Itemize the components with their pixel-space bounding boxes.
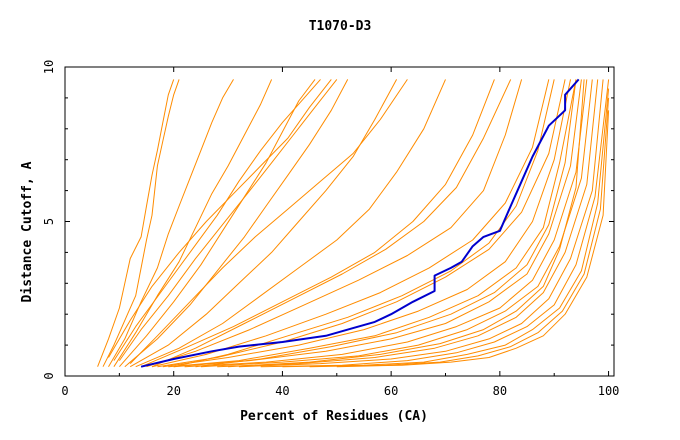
series-line-30 xyxy=(108,79,332,358)
series-line-27 xyxy=(173,79,555,368)
series-line-7 xyxy=(129,79,398,368)
series-line-3 xyxy=(108,79,234,367)
series-line-10 xyxy=(146,79,523,368)
chart-title: T1070-D3 xyxy=(309,19,372,34)
series-line-25 xyxy=(129,79,408,364)
series-line-15 xyxy=(173,79,582,368)
series-line-6 xyxy=(124,79,349,368)
series-line-8 xyxy=(135,79,446,368)
series-line-13 xyxy=(162,79,571,368)
series-line-5 xyxy=(119,79,316,368)
series-layer xyxy=(97,78,610,368)
x-axis-label: Percent of Residues (CA) xyxy=(240,409,428,424)
series-line-2 xyxy=(102,79,180,367)
x-tick-label-0: 0 xyxy=(61,384,68,398)
series-line-18 xyxy=(217,79,599,368)
series-line-17 xyxy=(200,79,593,368)
highlight-series-line xyxy=(140,78,580,368)
series-line-4 xyxy=(113,79,273,367)
x-tick-label-20: 20 xyxy=(166,384,180,398)
series-line-22 xyxy=(309,97,610,368)
series-line-26 xyxy=(151,79,512,368)
y-tick-label-5: 5 xyxy=(42,218,56,225)
series-line-20 xyxy=(260,79,610,368)
x-tick-label-80: 80 xyxy=(493,384,507,398)
x-tick-label-100: 100 xyxy=(598,384,620,398)
series-line-9 xyxy=(140,79,495,368)
series-line-31 xyxy=(113,79,321,361)
y-tick-label-10: 10 xyxy=(42,60,56,74)
series-line-16 xyxy=(184,79,588,368)
series-line-28 xyxy=(195,79,577,368)
series-line-29 xyxy=(228,79,585,368)
y-axis-label: Distance Cutoff, A xyxy=(20,161,35,302)
x-tick-label-40: 40 xyxy=(275,384,289,398)
series-line-14 xyxy=(168,79,577,368)
series-line-11 xyxy=(151,79,550,368)
series-line-23 xyxy=(336,110,610,368)
series-line-12 xyxy=(157,79,566,368)
x-tick-label-60: 60 xyxy=(384,384,398,398)
ticks: 0 20 40 60 80 100 0 5 10 xyxy=(42,60,619,398)
series-line-21 xyxy=(282,88,610,368)
series-line-1 xyxy=(97,79,175,367)
series-line-19 xyxy=(238,79,604,368)
y-tick-label-0: 0 xyxy=(42,372,56,379)
series-line-24 xyxy=(118,79,338,361)
